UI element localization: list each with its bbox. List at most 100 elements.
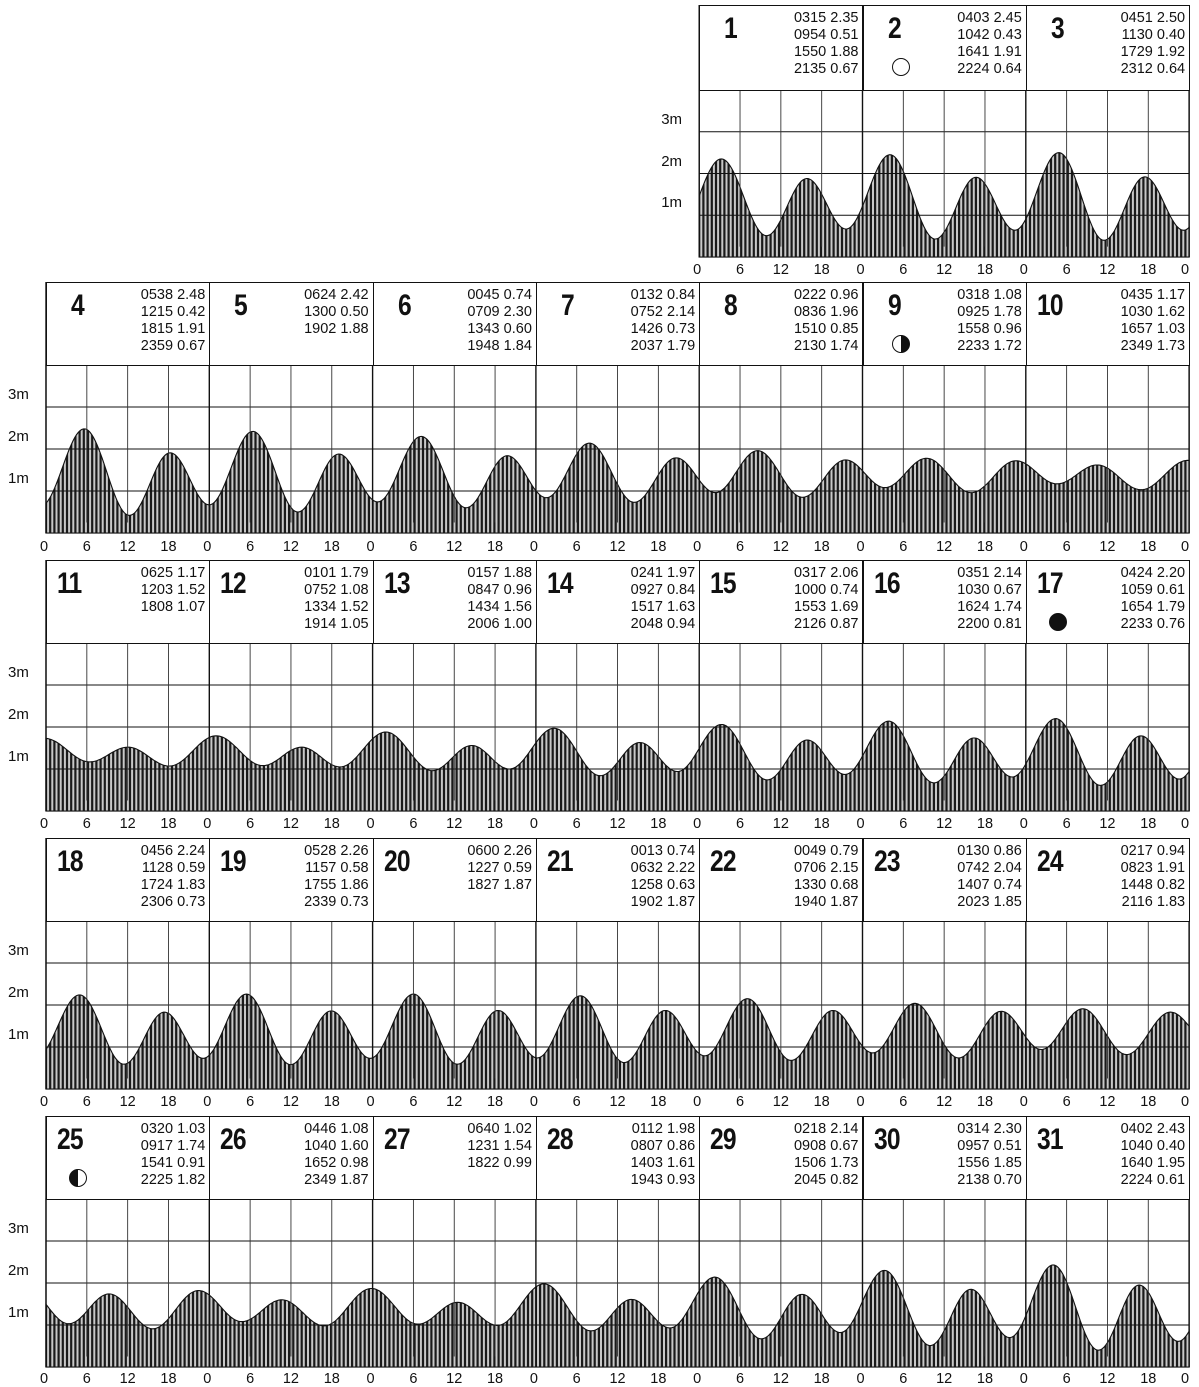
- tide-entry: 0927 0.84: [631, 582, 696, 599]
- x-tick-label: 12: [446, 539, 463, 555]
- tide-height: 1.73: [1156, 338, 1186, 354]
- tide-entry: 2006 1.00: [467, 616, 532, 633]
- x-tick-label: 18: [486, 1094, 504, 1110]
- tide-entry: 0013 0.74: [631, 843, 696, 860]
- tide-table: 0314 2.30 0957 0.51 1556 1.85 2138 0.70: [957, 1121, 1022, 1189]
- tide-time: 1130: [1121, 27, 1153, 43]
- x-tick-label: 18: [813, 1371, 830, 1387]
- tide-time: 0954: [793, 27, 827, 43]
- tide-height: 0.79: [830, 843, 859, 859]
- tide-time: 0823: [1120, 860, 1153, 876]
- tide-entry: 2135 0.67: [794, 61, 859, 78]
- tide-height: 1.86: [340, 877, 369, 893]
- tide-entry: 1652 0.98: [304, 1155, 369, 1172]
- tide-time: 1558: [957, 321, 990, 337]
- day-number: 21: [546, 845, 574, 878]
- tide-time: 1827: [467, 877, 500, 893]
- tide-entry: 1808 1.07: [141, 599, 206, 616]
- day-number: 19: [220, 845, 247, 878]
- tide-entry: 0157 1.88: [467, 565, 532, 582]
- tide-height: 0.70: [993, 1172, 1022, 1188]
- x-tick-label: 0: [366, 816, 375, 832]
- tide-time: 1343: [467, 321, 500, 337]
- tide-height: 1.85: [993, 1155, 1022, 1171]
- x-tick-label: 0: [1181, 1094, 1190, 1110]
- tide-entry: 0752 2.14: [631, 304, 696, 321]
- x-tick-label: 6: [1062, 816, 1071, 832]
- x-tick-label: 18: [813, 539, 830, 555]
- tide-outline: [208, 1287, 374, 1368]
- tide-outline: [45, 994, 210, 1090]
- tide-height: 2.14: [830, 1121, 859, 1137]
- day-number: 27: [383, 1123, 411, 1156]
- tide-entry: 0314 2.30: [957, 1121, 1022, 1138]
- tide-time: 0836: [793, 304, 827, 320]
- x-tick-label: 6: [1062, 262, 1071, 278]
- x-tick-label: 0: [366, 1094, 375, 1110]
- tide-entry: 0640 1.02: [467, 1121, 532, 1138]
- tide-time: 2130: [793, 338, 827, 354]
- tide-entry: 2225 1.82: [141, 1172, 206, 1189]
- day-number: 26: [220, 1123, 247, 1156]
- x-tick-label: 18: [486, 539, 504, 555]
- day-header-29: 29 0218 2.14 0908 0.67 1506 1.73 2045 0.82: [699, 1116, 864, 1200]
- tide-table: 0403 2.45 1042 0.43 1641 1.91 2224 0.64: [957, 10, 1022, 78]
- x-tick-label: 6: [409, 539, 418, 555]
- tide-height: 1.69: [830, 599, 859, 615]
- tide-height: 0.91: [177, 1155, 206, 1171]
- tide-time: 1128: [141, 860, 174, 876]
- y-tick-label: 3m: [8, 942, 29, 959]
- tide-time: 0402: [1120, 1121, 1153, 1137]
- x-tick-label: 6: [82, 1371, 91, 1387]
- tide-time: 2339: [304, 894, 337, 910]
- tide-entry: 2045 0.82: [794, 1172, 859, 1189]
- tide-height: 1.88: [340, 321, 369, 337]
- tide-height: 0.63: [666, 877, 696, 893]
- tide-height: 1.97: [666, 565, 696, 581]
- tide-entry: 0957 0.51: [957, 1138, 1022, 1155]
- day-header-3: 3 0451 2.50 1130 0.40 1729 1.92 2312 0.64: [1025, 5, 1191, 91]
- x-tick-label: 18: [813, 262, 830, 278]
- x-tick-label: 12: [446, 1094, 463, 1110]
- tide-entry: 0625 1.17: [141, 565, 206, 582]
- tide-entry: 0317 2.06: [794, 565, 859, 582]
- tide-table: 0157 1.88 0847 0.96 1434 1.56 2006 1.00: [467, 565, 532, 633]
- tide-table: 0112 1.98 0807 0.86 1403 1.61 1943 0.93: [631, 1121, 696, 1189]
- tide-time: 0013: [630, 843, 663, 859]
- day-number: 13: [383, 567, 411, 600]
- tide-time: 0112: [631, 1121, 663, 1137]
- x-tick-label: 12: [282, 1371, 300, 1387]
- tide-height: 0.93: [666, 1172, 696, 1188]
- tide-height: 1.95: [1156, 1155, 1186, 1171]
- tide-height: 0.67: [830, 1138, 859, 1154]
- tide-time: 1940: [793, 894, 827, 910]
- tide-entry: 1407 0.74: [957, 877, 1022, 894]
- tide-height: 0.94: [666, 616, 696, 632]
- tide-height: 0.67: [177, 338, 206, 354]
- tide-time: 1541: [140, 1155, 174, 1171]
- day-header-17: 17 0424 2.20 1059 0.61 1654 1.79 2233 0.76: [1025, 560, 1191, 644]
- x-tick-label: 0: [529, 816, 538, 832]
- tide-outline: [535, 995, 700, 1090]
- day-number: 20: [383, 845, 411, 878]
- tide-table: 0218 2.14 0908 0.67 1506 1.73 2045 0.82: [794, 1121, 859, 1189]
- tide-time: 2126: [793, 616, 827, 632]
- tide-time: 1943: [630, 1172, 663, 1188]
- tide-entry: 2224 0.64: [957, 61, 1022, 78]
- tide-time: 0451: [1120, 10, 1153, 26]
- tide-height: 1.79: [1156, 599, 1186, 615]
- tide-time: 0456: [140, 843, 174, 859]
- tide-height: 1.00: [503, 616, 532, 632]
- tide-time: 2349: [304, 1172, 337, 1188]
- tide-height: 0.98: [340, 1155, 369, 1171]
- tide-height: 2.26: [340, 843, 369, 859]
- tide-entry: 1755 1.86: [304, 877, 369, 894]
- tide-entry: 1403 1.61: [631, 1155, 696, 1172]
- tide-time: 2200: [957, 616, 990, 632]
- day-number: 12: [220, 567, 247, 600]
- day-header-8: 8 0222 0.96 0836 1.96 1510 0.85 2130 1.74: [699, 282, 864, 366]
- y-tick-label: 1m: [8, 1304, 29, 1321]
- tide-time: 1030: [1120, 304, 1153, 320]
- x-tick-label: 0: [529, 1094, 538, 1110]
- tide-height: 0.87: [830, 616, 859, 632]
